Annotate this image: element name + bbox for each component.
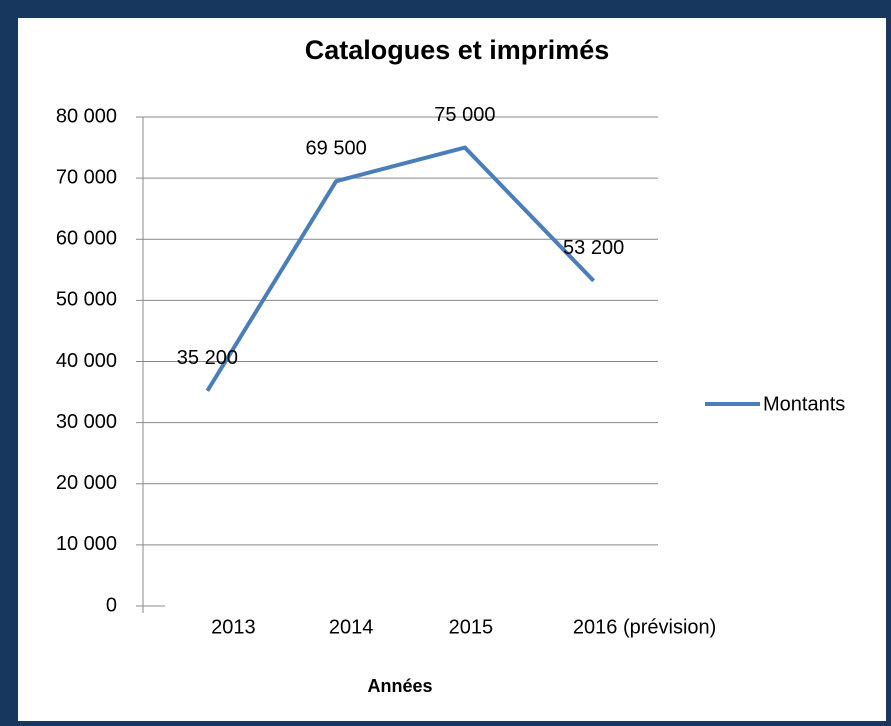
y-tick-label: 10 000 [56, 533, 117, 555]
data-line [205, 145, 596, 392]
x-tick-label: 2013 [211, 616, 256, 638]
y-tick-label: 20 000 [56, 472, 117, 494]
data-label: 69 500 [306, 137, 367, 159]
x-tick-label: 2016 (prévision) [573, 616, 716, 638]
data-label: 53 200 [563, 237, 624, 259]
legend-label: Montants [763, 393, 845, 415]
y-tick-label: 0 [106, 594, 117, 616]
y-tick-label: 40 000 [56, 350, 117, 372]
chart-background [18, 18, 886, 721]
y-tick-label: 50 000 [56, 289, 117, 311]
data-label: 35 200 [177, 347, 238, 369]
data-label: 75 000 [434, 104, 495, 126]
y-tick-label: 60 000 [56, 228, 117, 250]
y-tick-label: 80 000 [56, 105, 117, 127]
y-tick-label: 70 000 [56, 166, 117, 188]
x-tick-label: 2014 [329, 616, 374, 638]
chart-title: Catalogues et imprimés [305, 35, 610, 65]
y-tick-label: 30 000 [56, 411, 117, 433]
x-axis-title: Années [367, 676, 432, 696]
x-tick-label: 2015 [449, 616, 494, 638]
